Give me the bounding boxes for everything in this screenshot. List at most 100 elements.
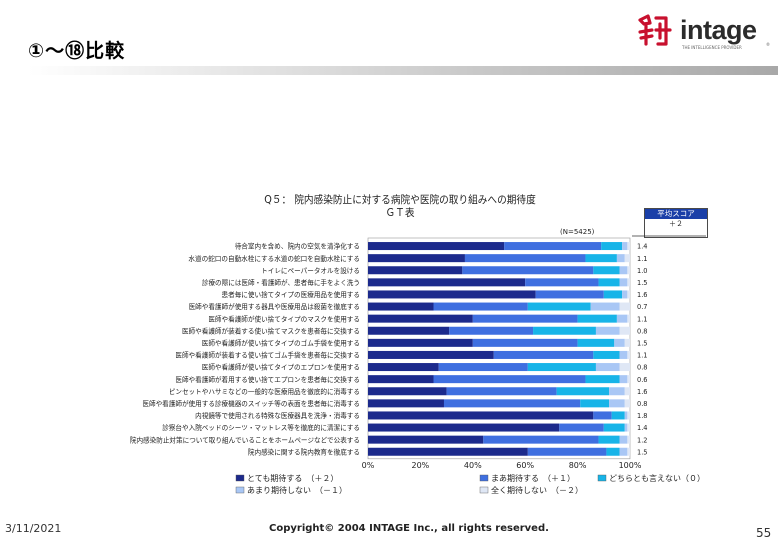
- category-label: 待合室内を含め、院内の空気を清浄化する: [235, 242, 360, 251]
- bar-segment: [368, 375, 434, 384]
- bar-segment: [595, 363, 620, 372]
- chart-title-line1: Q５： 院内感染防止に対する病院や医院の取り組みへの期待度: [264, 194, 536, 206]
- bar-segment: [627, 242, 630, 251]
- bar-segment: [627, 266, 630, 275]
- legend-swatch: [235, 486, 245, 494]
- average-value: 1.8: [637, 412, 648, 420]
- bar-segment: [627, 278, 630, 287]
- logo-tagline: THE INTELLIGENCE PROVIDER: [682, 45, 742, 50]
- bar-segment: [609, 387, 625, 396]
- bar-segment: [368, 254, 465, 263]
- bar-segment: [619, 375, 628, 384]
- bar-segment: [622, 290, 628, 299]
- bar-segment: [527, 302, 591, 311]
- average-value: 1.1: [637, 255, 648, 263]
- bar-segment: [593, 411, 612, 420]
- average-value: 1.2: [637, 436, 648, 444]
- intage-logo-icon: [638, 14, 672, 46]
- bar-segment: [446, 387, 557, 396]
- bar-segment: [580, 399, 610, 408]
- bar-segment: [601, 242, 623, 251]
- bar-segment: [525, 278, 599, 287]
- bar-segment: [368, 290, 536, 299]
- bar-segment: [368, 302, 434, 311]
- bar-segment: [368, 363, 439, 372]
- average-value: 1.5: [637, 279, 648, 287]
- bar-segment: [624, 411, 628, 420]
- category-label: 医師や看護師が装着する使い捨てゴム手袋を患者毎に交換する: [175, 351, 360, 360]
- category-label: 医師や看護師が使い捨てタイプのゴム手袋を使用する: [202, 338, 360, 347]
- bar-segment: [443, 399, 581, 408]
- bar-segment: [593, 266, 620, 275]
- bar-segment: [619, 363, 630, 372]
- bar-segment: [624, 338, 630, 347]
- x-tick-label: 20%: [412, 461, 430, 470]
- average-value: 1.0: [637, 267, 648, 275]
- legend-label: とても期待する （＋２）: [247, 473, 338, 483]
- average-value: 1.5: [637, 448, 648, 456]
- bar-segment: [462, 266, 594, 275]
- bar-segment: [577, 314, 617, 323]
- bar-segment: [527, 447, 607, 456]
- legend-label: まあ期待する （＋１）: [491, 473, 575, 483]
- x-tick-label: 100%: [619, 461, 642, 470]
- bar-segment: [627, 375, 630, 384]
- bar-segment: [556, 387, 610, 396]
- bar-segment: [619, 326, 630, 335]
- bar-segment: [627, 314, 630, 323]
- category-label: ピンセットやハサミなどの一般的な医療用品を徹底的に消毒する: [169, 387, 360, 396]
- x-tick-label: 40%: [464, 461, 482, 470]
- bar-segment: [611, 411, 625, 420]
- legend-label: 全く期待しない （－２）: [491, 485, 583, 495]
- bar-segment: [627, 423, 630, 432]
- bar-segment: [368, 350, 494, 359]
- bar-segment: [368, 314, 473, 323]
- bar-segment: [627, 411, 630, 420]
- bar-segment: [527, 363, 596, 372]
- bar-segment: [619, 435, 628, 444]
- legend-label: あまり期待しない （－１）: [247, 485, 347, 495]
- bar-segment: [627, 350, 630, 359]
- bar-segment: [627, 447, 630, 456]
- bar-segment: [585, 375, 620, 384]
- bar-segment: [609, 399, 625, 408]
- average-value: 0.8: [637, 327, 648, 335]
- bar-segment: [614, 338, 625, 347]
- legend-swatch: [235, 474, 245, 482]
- bar-segment: [368, 266, 463, 275]
- bar-segment: [616, 314, 628, 323]
- bar-segment: [472, 314, 578, 323]
- chart-title: Q５： 院内感染防止に対する病院や医院の取り組みへの期待度 ＧＴ表: [225, 194, 575, 220]
- bar-segment: [593, 350, 620, 359]
- average-value: 0.7: [637, 303, 648, 311]
- bar-segment: [472, 338, 578, 347]
- bar-segment: [368, 242, 505, 251]
- average-value: 0.6: [637, 376, 648, 384]
- category-label: 診療の際には医師・看護師が、患者毎に手をよく洗う: [202, 278, 360, 287]
- category-label: 患者毎に使い捨てタイプの医療用品を使用する: [222, 290, 360, 299]
- bar-segment: [619, 447, 628, 456]
- bar-segment: [598, 278, 620, 287]
- sample-size-label: (N=5425): [560, 228, 595, 236]
- category-label: 医師や看護師が装着する使い捨てマスクを患者毎に交換する: [182, 326, 360, 335]
- bar-segment: [535, 290, 604, 299]
- bar-segment: [606, 447, 620, 456]
- legend-swatch: [479, 486, 489, 494]
- bar-segment: [603, 290, 623, 299]
- bar-segment: [368, 326, 450, 335]
- bar-segment: [504, 242, 602, 251]
- bar-segment: [595, 326, 620, 335]
- average-score-box: 平均スコア ＋２: [644, 208, 708, 238]
- bar-segment: [493, 350, 594, 359]
- bar-segment: [624, 423, 628, 432]
- bar-segment: [559, 423, 604, 432]
- category-label: 院内感染に関する院内教育を徹底する: [248, 447, 360, 456]
- footer-copyright: Copyright© 2004 INTAGE Inc., all rights …: [269, 523, 549, 534]
- footer-date: 3/11/2021: [5, 522, 62, 535]
- category-label: 内視鏡等で使用される特殊な医療器具を洗浄・消毒する: [195, 411, 360, 420]
- logo-wordmark: intage: [680, 15, 757, 45]
- bar-segment: [368, 278, 526, 287]
- bar-segment: [368, 447, 528, 456]
- average-value: 1.1: [637, 315, 648, 323]
